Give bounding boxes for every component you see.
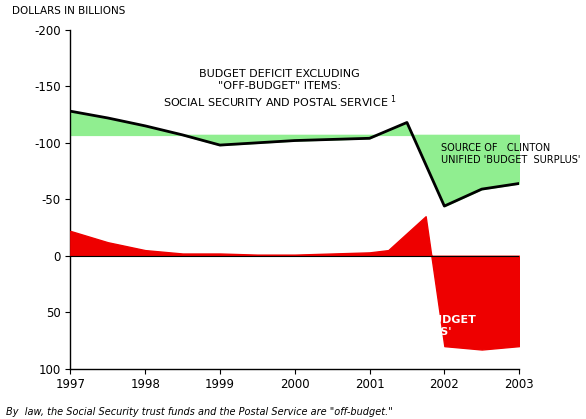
Text: UNIFIED 'BUDGET
SURPLUS': UNIFIED 'BUDGET SURPLUS' [367, 315, 476, 336]
Text: DOLLARS IN BILLIONS: DOLLARS IN BILLIONS [12, 6, 125, 16]
Text: By  law, the Social Security trust funds and the Postal Service are "off-budget.: By law, the Social Security trust funds … [6, 407, 393, 417]
Text: SOURCE OF   CLINTON
UNIFIED 'BUDGET  SURPLUS': SOURCE OF CLINTON UNIFIED 'BUDGET SURPLU… [441, 143, 580, 165]
Text: BUDGET DEFICIT EXCLUDING
"OFF-BUDGET" ITEMS:
SOCIAL SECURITY AND POSTAL SERVICE : BUDGET DEFICIT EXCLUDING "OFF-BUDGET" IT… [163, 70, 397, 110]
